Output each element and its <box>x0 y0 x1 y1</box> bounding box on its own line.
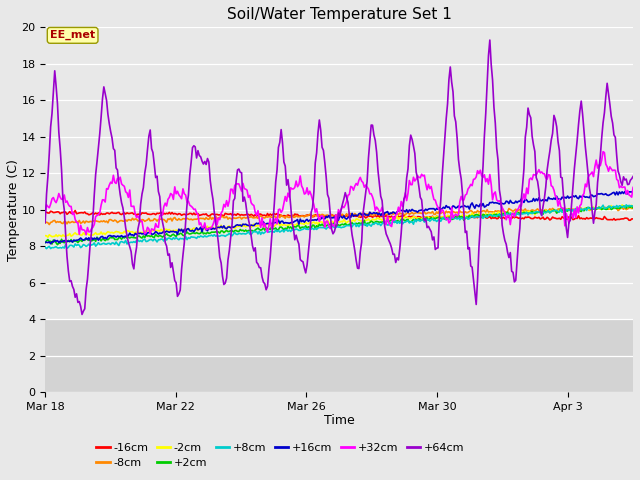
+16cm <box>384 209 392 215</box>
+8cm <box>88 242 95 248</box>
+8cm <box>451 216 458 222</box>
-16cm <box>451 213 458 219</box>
-16cm <box>508 216 515 221</box>
+32cm <box>451 213 458 218</box>
-2cm <box>629 204 637 210</box>
-2cm <box>451 213 458 218</box>
+8cm <box>384 222 392 228</box>
+32cm <box>384 213 392 219</box>
Line: -16cm: -16cm <box>45 211 633 220</box>
Line: -2cm: -2cm <box>45 205 633 237</box>
+16cm <box>451 204 458 209</box>
+64cm <box>583 157 591 163</box>
+64cm <box>451 113 458 119</box>
-8cm <box>582 206 589 212</box>
+64cm <box>509 269 517 275</box>
+2cm <box>42 240 49 246</box>
-16cm <box>71 208 79 214</box>
+2cm <box>508 212 515 217</box>
+8cm <box>495 212 503 217</box>
-8cm <box>384 212 392 217</box>
-2cm <box>508 210 515 216</box>
Text: EE_met: EE_met <box>50 30 95 40</box>
+64cm <box>486 37 493 43</box>
+8cm <box>582 206 589 212</box>
-16cm <box>384 214 392 220</box>
+64cm <box>42 220 49 226</box>
Y-axis label: Temperature (C): Temperature (C) <box>7 159 20 261</box>
+2cm <box>88 238 95 244</box>
-8cm <box>451 209 458 215</box>
+64cm <box>497 196 504 202</box>
-8cm <box>508 207 515 213</box>
+16cm <box>42 240 49 245</box>
Line: -8cm: -8cm <box>45 207 633 225</box>
-8cm <box>495 208 503 214</box>
+8cm <box>42 244 49 250</box>
+64cm <box>384 234 392 240</box>
+2cm <box>384 218 392 224</box>
+2cm <box>624 203 632 209</box>
-2cm <box>618 202 626 208</box>
Bar <box>45 27 633 319</box>
-8cm <box>629 205 637 211</box>
+32cm <box>582 181 589 187</box>
+16cm <box>582 194 589 200</box>
Title: Soil/Water Temperature Set 1: Soil/Water Temperature Set 1 <box>227 7 452 22</box>
Line: +64cm: +64cm <box>45 40 633 314</box>
-16cm <box>627 217 634 223</box>
+32cm <box>629 185 637 191</box>
+16cm <box>629 188 637 194</box>
+64cm <box>88 229 95 235</box>
Line: +8cm: +8cm <box>45 205 633 249</box>
+16cm <box>47 241 54 247</box>
-2cm <box>42 233 49 239</box>
Line: +2cm: +2cm <box>45 206 633 245</box>
-8cm <box>45 222 53 228</box>
Legend: -16cm, -8cm, -2cm, +2cm, +8cm, +16cm, +32cm, +64cm: -16cm, -8cm, -2cm, +2cm, +8cm, +16cm, +3… <box>92 438 468 473</box>
+64cm <box>629 174 637 180</box>
-8cm <box>88 219 95 225</box>
+2cm <box>54 242 61 248</box>
-8cm <box>42 220 49 226</box>
-2cm <box>88 232 95 238</box>
+16cm <box>508 200 515 205</box>
X-axis label: Time: Time <box>324 413 355 427</box>
+32cm <box>88 226 95 231</box>
-2cm <box>384 216 392 222</box>
-16cm <box>42 210 49 216</box>
+2cm <box>629 205 637 211</box>
+8cm <box>43 246 51 252</box>
+16cm <box>88 235 95 240</box>
Line: +32cm: +32cm <box>45 152 633 235</box>
+32cm <box>599 149 607 155</box>
+32cm <box>508 211 515 217</box>
+64cm <box>78 312 86 317</box>
-16cm <box>495 213 503 218</box>
+8cm <box>629 203 637 209</box>
-16cm <box>582 216 589 222</box>
-2cm <box>582 205 589 211</box>
-8cm <box>609 204 616 210</box>
-16cm <box>88 211 95 216</box>
-16cm <box>629 216 637 222</box>
+2cm <box>582 206 589 212</box>
+32cm <box>42 209 49 215</box>
-2cm <box>495 209 503 215</box>
-2cm <box>44 234 52 240</box>
+16cm <box>495 201 503 207</box>
Line: +16cm: +16cm <box>45 191 633 244</box>
+32cm <box>83 232 90 238</box>
+8cm <box>622 202 630 208</box>
+8cm <box>508 211 515 217</box>
+2cm <box>451 215 458 220</box>
+32cm <box>495 198 503 204</box>
+2cm <box>495 211 503 217</box>
